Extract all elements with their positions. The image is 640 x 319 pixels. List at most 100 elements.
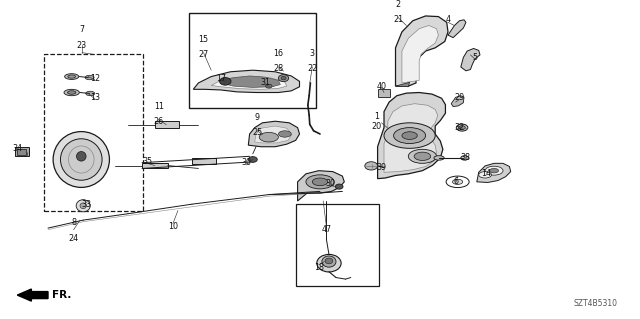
Circle shape: [402, 132, 417, 139]
Text: 18: 18: [314, 263, 324, 272]
Text: 34: 34: [13, 144, 23, 153]
Ellipse shape: [80, 203, 86, 209]
Ellipse shape: [266, 84, 272, 88]
Polygon shape: [378, 93, 445, 179]
Ellipse shape: [76, 200, 90, 212]
Ellipse shape: [53, 132, 109, 188]
Ellipse shape: [278, 75, 289, 82]
Circle shape: [452, 179, 463, 184]
Text: 33: 33: [81, 200, 92, 209]
Circle shape: [479, 172, 492, 178]
Text: 35: 35: [142, 157, 152, 166]
Circle shape: [85, 75, 94, 80]
Text: FR.: FR.: [52, 290, 72, 300]
Bar: [17, 149, 26, 155]
Polygon shape: [384, 104, 438, 172]
Bar: [192, 158, 216, 164]
Ellipse shape: [456, 124, 468, 131]
Bar: [15, 147, 29, 156]
Text: 1: 1: [374, 112, 379, 121]
Ellipse shape: [65, 74, 79, 79]
Text: 9: 9: [255, 113, 260, 122]
Polygon shape: [298, 171, 344, 201]
Polygon shape: [255, 126, 292, 143]
Ellipse shape: [365, 162, 378, 170]
Ellipse shape: [77, 152, 86, 161]
Polygon shape: [221, 76, 280, 87]
Circle shape: [86, 91, 95, 96]
Polygon shape: [451, 96, 464, 107]
Ellipse shape: [220, 78, 231, 85]
Circle shape: [384, 123, 435, 148]
Bar: [44, 54, 143, 211]
Ellipse shape: [322, 256, 336, 267]
Text: 30: 30: [241, 158, 252, 167]
Ellipse shape: [61, 139, 102, 180]
Ellipse shape: [281, 77, 286, 80]
Text: 13: 13: [90, 93, 100, 102]
Text: 2: 2: [396, 0, 401, 9]
Circle shape: [414, 152, 431, 160]
Text: 28: 28: [273, 64, 284, 73]
Bar: [378, 89, 390, 97]
Text: 23: 23: [77, 41, 87, 49]
Text: 26: 26: [154, 117, 164, 126]
FancyArrow shape: [17, 289, 48, 301]
Ellipse shape: [64, 89, 79, 96]
Text: 4: 4: [445, 15, 451, 24]
Ellipse shape: [434, 156, 444, 160]
Ellipse shape: [68, 75, 76, 78]
Ellipse shape: [461, 156, 468, 160]
Circle shape: [278, 131, 291, 137]
Text: 11: 11: [154, 102, 164, 111]
Text: 7: 7: [79, 25, 84, 34]
Circle shape: [408, 149, 436, 163]
Text: 29: 29: [454, 93, 465, 102]
Circle shape: [306, 175, 334, 189]
Text: 6: 6: [453, 177, 458, 186]
Polygon shape: [248, 121, 300, 147]
Bar: [189, 13, 316, 108]
Circle shape: [259, 132, 278, 142]
Text: 10: 10: [168, 222, 178, 231]
Polygon shape: [193, 70, 300, 93]
Text: 47: 47: [321, 225, 332, 234]
Text: 25: 25: [252, 128, 262, 137]
Ellipse shape: [325, 258, 333, 264]
Ellipse shape: [335, 184, 343, 189]
Ellipse shape: [317, 255, 341, 272]
Text: 15: 15: [198, 35, 209, 44]
Polygon shape: [402, 26, 438, 83]
Text: SZT4B5310: SZT4B5310: [573, 299, 618, 308]
Circle shape: [312, 178, 328, 186]
Text: 12: 12: [90, 74, 100, 83]
Text: 40: 40: [376, 82, 387, 91]
Text: 14: 14: [481, 169, 492, 178]
Text: 30: 30: [325, 179, 335, 188]
Text: 24: 24: [68, 234, 79, 242]
Text: 22: 22: [307, 64, 317, 73]
Polygon shape: [211, 77, 287, 89]
Text: 3: 3: [310, 49, 315, 58]
Polygon shape: [448, 20, 466, 38]
Circle shape: [490, 168, 499, 173]
Ellipse shape: [68, 91, 76, 94]
Ellipse shape: [459, 126, 465, 130]
Text: 27: 27: [198, 50, 209, 59]
Text: 17: 17: [216, 74, 227, 83]
Text: 38: 38: [461, 153, 471, 162]
Text: 21: 21: [393, 15, 403, 24]
Circle shape: [394, 128, 426, 144]
Bar: [155, 121, 179, 128]
Polygon shape: [461, 48, 480, 71]
Text: 39: 39: [376, 163, 387, 172]
Text: 32: 32: [454, 123, 465, 132]
Polygon shape: [396, 16, 448, 86]
Polygon shape: [477, 163, 511, 182]
Circle shape: [485, 166, 503, 175]
Ellipse shape: [248, 157, 257, 162]
Text: 31: 31: [260, 78, 271, 87]
Text: 20: 20: [371, 122, 381, 130]
Bar: [296, 204, 379, 286]
Text: 5: 5: [472, 53, 477, 62]
